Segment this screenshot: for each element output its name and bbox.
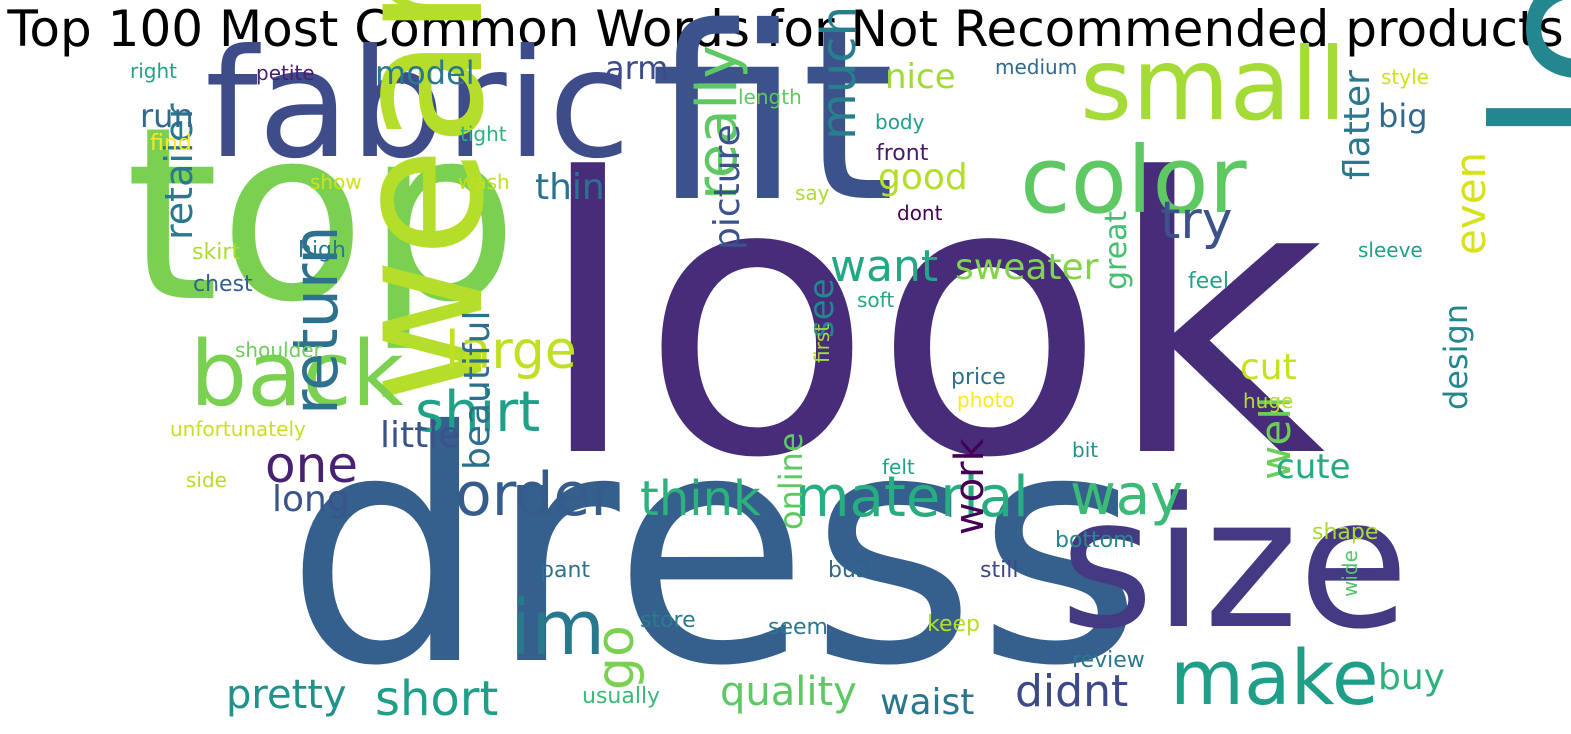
word-medium: medium — [995, 55, 1078, 79]
word-skirt: skirt — [192, 240, 240, 265]
word-shape: shape — [1312, 520, 1379, 545]
word-make: make — [1170, 633, 1379, 722]
word-try: try — [1160, 191, 1233, 251]
word-arm: arm — [605, 49, 669, 87]
word-small: small — [1080, 26, 1347, 143]
word-short: short — [375, 671, 499, 727]
word-large: large — [445, 321, 577, 381]
word-show: show — [310, 170, 362, 194]
word-length: length — [738, 85, 802, 109]
word-shirt: shirt — [415, 380, 541, 445]
word-bust: bust — [828, 558, 876, 583]
word-soft: soft — [857, 288, 895, 312]
word-model: model — [375, 54, 475, 92]
word-way: way — [1070, 463, 1184, 528]
word-much: much — [811, 6, 867, 140]
word-beautiful: beautiful — [457, 310, 498, 471]
word-say: say — [795, 181, 830, 205]
word-huge: huge — [1243, 389, 1294, 413]
word-thin: thin — [535, 167, 605, 208]
word-big: big — [1378, 97, 1428, 135]
word-side: side — [186, 468, 227, 492]
word-pretty: pretty — [226, 672, 347, 718]
word-style: style — [1381, 65, 1429, 89]
word-run: run — [140, 97, 194, 135]
word-review: review — [1072, 648, 1145, 673]
word-felt: felt — [882, 455, 915, 479]
word-think: think — [640, 471, 761, 527]
word-cut: cut — [1240, 347, 1297, 388]
word-seem: seem — [768, 615, 828, 640]
word-dont: dont — [897, 201, 943, 225]
word-online: online — [772, 432, 810, 530]
word-bit: bit — [1072, 438, 1099, 462]
word-wide: wide — [1338, 550, 1362, 597]
word-nice: nice — [885, 57, 956, 97]
word-photo: photo — [957, 388, 1015, 412]
word-even: even — [1446, 151, 1495, 255]
word-wash: wash — [458, 170, 510, 194]
word-back: back — [190, 322, 404, 427]
word-first: first — [810, 323, 834, 363]
word-design: design — [1437, 303, 1475, 410]
word-top: top — [125, 75, 519, 355]
word-didnt: didnt — [1015, 666, 1129, 717]
word-waist: waist — [880, 682, 975, 723]
word-buy: buy — [1378, 657, 1445, 698]
word-feel: feel — [1188, 269, 1229, 294]
word-material: material — [795, 465, 1029, 530]
word-tight: tight — [460, 122, 507, 146]
word-store: store — [640, 608, 696, 633]
word-quality: quality — [720, 669, 857, 715]
word-color: color — [1020, 127, 1247, 234]
word-find: find — [150, 131, 192, 156]
word-unfortunately: unfortunately — [170, 417, 306, 441]
word-sweater: sweater — [955, 247, 1099, 288]
word-work: work — [947, 438, 993, 535]
word-price: price — [951, 365, 1006, 390]
word-still: still — [980, 558, 1019, 583]
word-keep: keep — [927, 612, 980, 637]
word-look: look — [535, 98, 1326, 541]
word-go: go — [586, 625, 646, 690]
word-body: body — [875, 110, 925, 134]
word-pant: pant — [540, 558, 591, 583]
word-fabric: fabric — [205, 18, 631, 192]
word-chest: chest — [193, 272, 253, 297]
word-flatter: flatter — [1337, 70, 1378, 180]
word-long: long — [272, 479, 350, 520]
word-love: love — [1453, 0, 1571, 145]
word-cute: cute — [1276, 447, 1351, 487]
word-one: one — [265, 436, 359, 494]
word-good: good — [878, 157, 968, 198]
word-im: im — [510, 583, 606, 672]
word-order: order — [455, 460, 615, 530]
word-front: front — [876, 141, 929, 166]
word-high: high — [298, 238, 346, 263]
word-picture: picture — [707, 124, 748, 250]
word-dress: dress — [285, 364, 1143, 734]
word-usually: usually — [582, 684, 661, 709]
word-sleeve: sleeve — [1358, 238, 1423, 262]
word-shoulder: shoulder — [235, 338, 322, 362]
word-petite: petite — [256, 61, 315, 85]
word-fit: fit — [650, 0, 896, 255]
word-bottom: bottom — [1055, 528, 1135, 553]
word-size: size — [1060, 460, 1410, 669]
word-want: want — [830, 241, 939, 292]
chart-title: Top 100 Most Common Words for Not Recomm… — [7, 0, 1564, 58]
word-great: great — [1099, 210, 1134, 290]
word-right: right — [130, 59, 177, 83]
word-little: little — [380, 415, 461, 456]
